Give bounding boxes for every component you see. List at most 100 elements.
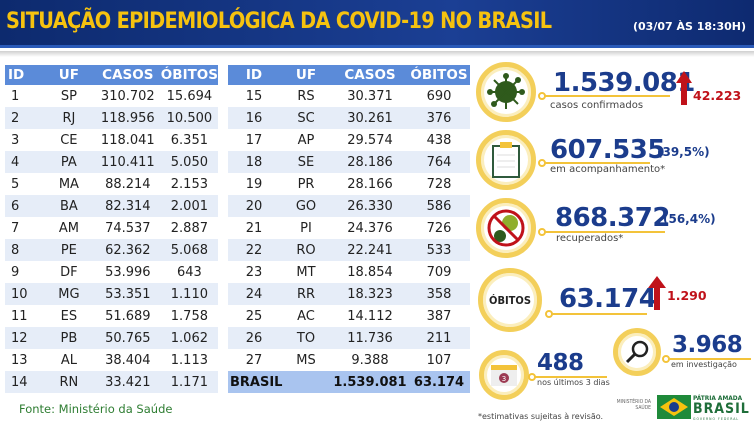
cell-casos: 24.376 bbox=[347, 220, 393, 236]
cell-uf: RR bbox=[280, 283, 332, 305]
cell-id: 23 bbox=[245, 264, 263, 280]
col-obitos: ÓBITOS bbox=[408, 65, 470, 85]
cell-id: 18 bbox=[228, 151, 280, 173]
recovered-label: recuperados* bbox=[556, 233, 624, 244]
cell-id: 19 bbox=[245, 176, 263, 192]
cell-uf: SP bbox=[60, 88, 77, 104]
states-table-left: ID UF CASOS ÓBITOS 1 SP 310.702 15.694 2 RJ 118.9… bbox=[5, 65, 218, 393]
cell-casos: 28.166 bbox=[347, 176, 393, 192]
cell-uf: GO bbox=[280, 195, 332, 217]
cell-casos: 88.214 bbox=[105, 176, 151, 192]
col-uf: UF bbox=[42, 65, 95, 85]
cell-id: 6 bbox=[5, 195, 43, 217]
cell-uf: ES bbox=[60, 308, 78, 324]
cell-uf: PE bbox=[42, 239, 95, 261]
cell-casos: 30.261 bbox=[332, 107, 408, 129]
cell-obitos: 728 bbox=[426, 176, 452, 192]
last3-label: nos últimos 3 dias bbox=[537, 378, 610, 387]
cell-casos: 22.241 bbox=[332, 239, 408, 261]
cell-casos: 82.314 bbox=[94, 195, 161, 217]
cell-obitos: 5.050 bbox=[160, 151, 218, 173]
cell-casos: 11.736 bbox=[332, 327, 408, 349]
monitoring-pct: (39,5%) bbox=[657, 145, 710, 159]
cell-obitos: 387 bbox=[426, 308, 452, 324]
table-row: 27 MS 9.388 107 bbox=[228, 349, 470, 371]
cell-id: 14 bbox=[5, 371, 43, 393]
cell-id: 3 bbox=[11, 132, 20, 148]
table-row: 26 TO 11.736 211 bbox=[228, 327, 470, 349]
cell-obitos: 2.887 bbox=[170, 220, 208, 236]
cell-id: 13 bbox=[11, 352, 28, 368]
cell-uf: MS bbox=[296, 352, 316, 368]
investigation-value: 3.968 bbox=[672, 332, 743, 358]
confirmed-value: 1.539.081 bbox=[553, 68, 695, 98]
cell-id: 11 bbox=[11, 308, 28, 324]
table-row: 16 SC 30.261 376 bbox=[228, 107, 470, 129]
total-obitos: 63.174 bbox=[408, 371, 470, 393]
update-date: (03/07 ÀS 18:30H) bbox=[632, 20, 746, 33]
deaths-badge-circle: ÓBITOS bbox=[478, 268, 542, 332]
connector-line bbox=[669, 358, 751, 360]
table-header: ID UF CASOS ÓBITOS bbox=[5, 65, 218, 85]
col-id: ID bbox=[228, 65, 280, 85]
cell-id: 15 bbox=[245, 88, 263, 104]
calendar-icon: 3 bbox=[491, 365, 517, 386]
cell-id: 9 bbox=[11, 264, 20, 280]
source-note: Fonte: Ministério da Saúde bbox=[19, 402, 173, 416]
total-label: BRASIL bbox=[228, 371, 332, 393]
cell-id: 26 bbox=[228, 327, 280, 349]
cell-uf: AL bbox=[60, 352, 77, 368]
table-row: 10 MG 53.351 1.110 bbox=[5, 283, 218, 305]
recovered-pct: (56,4%) bbox=[663, 212, 716, 226]
cell-obitos: 643 bbox=[176, 264, 202, 280]
cell-obitos: 726 bbox=[426, 220, 452, 236]
cell-obitos: 764 bbox=[408, 151, 470, 173]
clipboard-icon bbox=[492, 142, 520, 178]
cell-obitos: 1.062 bbox=[160, 327, 218, 349]
cell-obitos: 1.171 bbox=[160, 371, 218, 393]
monitoring-label: em acompanhamento* bbox=[550, 164, 666, 175]
cell-uf: AP bbox=[297, 132, 315, 148]
footnote: *estimativas sujeitas à revisão. bbox=[478, 412, 604, 421]
cell-id: 20 bbox=[228, 195, 280, 217]
cell-casos: 50.765 bbox=[94, 327, 161, 349]
cell-id: 16 bbox=[228, 107, 280, 129]
col-obitos: ÓBITOS bbox=[160, 65, 218, 85]
header-banner: SITUAÇÃO EPIDEMIOLÓGICA DA COVID-19 NO B… bbox=[0, 0, 754, 48]
cell-id: 25 bbox=[245, 308, 263, 324]
cell-obitos: 5.068 bbox=[160, 239, 218, 261]
cell-obitos: 438 bbox=[426, 132, 452, 148]
cell-casos: 18.323 bbox=[332, 283, 408, 305]
total-row: BRASIL 1.539.081 63.174 bbox=[228, 371, 470, 393]
cell-obitos: 376 bbox=[408, 107, 470, 129]
cell-casos: 9.388 bbox=[351, 352, 389, 368]
col-id: ID bbox=[5, 65, 43, 85]
table-row: 6 BA 82.314 2.001 bbox=[5, 195, 218, 217]
cell-id: 24 bbox=[228, 283, 280, 305]
col-uf: UF bbox=[280, 65, 332, 85]
confirmed-increase: 42.223 bbox=[693, 88, 742, 103]
table-row: 21 PI 24.376 726 bbox=[228, 217, 470, 239]
magnifier-icon-circle bbox=[613, 328, 661, 376]
cell-id: 4 bbox=[5, 151, 43, 173]
connector-line bbox=[535, 376, 607, 378]
cell-uf: RN bbox=[42, 371, 95, 393]
cell-casos: 118.956 bbox=[94, 107, 161, 129]
brand-tagline: PÁTRIA AMADA bbox=[693, 394, 743, 402]
cell-obitos: 358 bbox=[408, 283, 470, 305]
cell-obitos: 107 bbox=[426, 352, 452, 368]
cell-uf: AM bbox=[58, 220, 79, 236]
cell-uf: PA bbox=[42, 151, 95, 173]
cell-obitos: 690 bbox=[426, 88, 452, 104]
table-row: 22 RO 22.241 533 bbox=[228, 239, 470, 261]
cell-id: 12 bbox=[5, 327, 43, 349]
cell-uf: PI bbox=[300, 220, 312, 236]
cell-uf: RO bbox=[280, 239, 332, 261]
cell-casos: 26.330 bbox=[332, 195, 408, 217]
cell-obitos: 1.110 bbox=[160, 283, 218, 305]
cell-uf: MG bbox=[42, 283, 95, 305]
no-virus-icon bbox=[487, 209, 525, 247]
calendar-icon-circle: 3 bbox=[479, 350, 529, 400]
table-row: 13 AL 38.404 1.113 bbox=[5, 349, 218, 371]
table-row: 3 CE 118.041 6.351 bbox=[5, 129, 218, 151]
